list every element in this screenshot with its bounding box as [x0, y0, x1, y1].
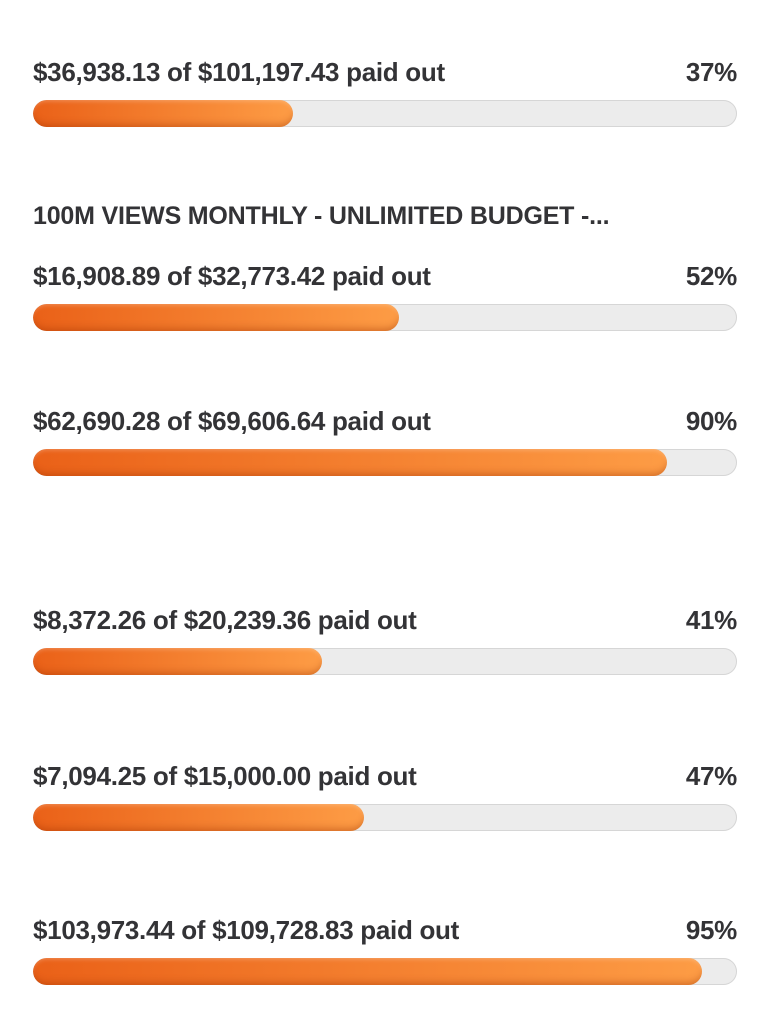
payout-percent: 37%: [685, 57, 737, 87]
campaign-item[interactable]: $7,094.25 of $15,000.00 paid out 47%: [33, 760, 737, 831]
payout-stats-row: $7,094.25 of $15,000.00 paid out 47%: [33, 760, 737, 792]
payout-stats-text: $7,094.25 of $15,000.00 paid out: [33, 761, 417, 791]
payout-stats-text: $8,372.26 of $20,239.36 paid out: [33, 605, 417, 635]
progress-bar-fill: [33, 648, 322, 675]
progress-bar-track: [33, 648, 737, 675]
progress-bar-track: [33, 958, 737, 985]
progress-bar-track: [33, 449, 737, 476]
payout-percent: 90%: [685, 406, 737, 436]
payout-stats-text: $103,973.44 of $109,728.83 paid out: [33, 915, 459, 945]
progress-bar-fill: [33, 449, 667, 476]
campaign-item[interactable]: $8,372.26 of $20,239.36 paid out 41%: [33, 604, 737, 675]
payout-percent: 41%: [685, 605, 737, 635]
campaign-item[interactable]: $103,973.44 of $109,728.83 paid out 95%: [33, 914, 737, 985]
payout-stats-text: $36,938.13 of $101,197.43 paid out: [33, 57, 445, 87]
payout-stats-row: $103,973.44 of $109,728.83 paid out 95%: [33, 914, 737, 946]
payout-percent: 52%: [685, 261, 737, 291]
campaign-title[interactable]: 100M VIEWS MONTHLY - UNLIMITED BUDGET -.…: [33, 202, 610, 230]
progress-bar-fill: [33, 100, 294, 127]
payout-stats-row: $36,938.13 of $101,197.43 paid out 37%: [33, 56, 737, 88]
progress-bar-fill: [33, 804, 364, 831]
payout-stats-text: $62,690.28 of $69,606.64 paid out: [33, 406, 431, 436]
payout-stats-text: $16,908.89 of $32,773.42 paid out: [33, 261, 431, 291]
payout-stats-row: $8,372.26 of $20,239.36 paid out 41%: [33, 604, 737, 636]
campaign-payout-list: $36,938.13 of $101,197.43 paid out 37% 1…: [0, 56, 766, 1020]
payout-percent: 95%: [685, 915, 737, 945]
campaign-item[interactable]: $36,938.13 of $101,197.43 paid out 37%: [33, 56, 737, 127]
payout-percent: 47%: [685, 761, 737, 791]
progress-bar-fill: [33, 304, 400, 331]
progress-bar-fill: [33, 958, 702, 985]
payout-stats-row: $62,690.28 of $69,606.64 paid out 90%: [33, 405, 737, 437]
payout-stats-row: $16,908.89 of $32,773.42 paid out 52%: [33, 260, 737, 292]
progress-bar-track: [33, 804, 737, 831]
campaign-item[interactable]: 100M VIEWS MONTHLY - UNLIMITED BUDGET -.…: [33, 200, 737, 331]
progress-bar-track: [33, 100, 737, 127]
campaign-item[interactable]: $62,690.28 of $69,606.64 paid out 90%: [33, 405, 737, 476]
progress-bar-track: [33, 304, 737, 331]
